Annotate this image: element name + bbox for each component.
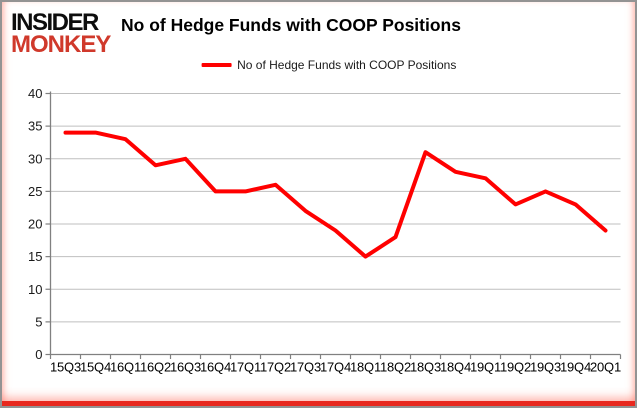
x-tick-label-16Q3: 16Q3 [170,360,201,375]
x-tick-label-15Q4: 15Q4 [80,360,111,375]
x-tick-label-20Q1: 20Q1 [590,360,621,375]
y-tick-label-25: 25 [28,184,42,199]
series-line-hedge-funds [63,130,608,259]
x-tick-label-18Q1: 18Q1 [350,360,381,375]
legend-label: No of Hedge Funds with COOP Positions [237,58,457,72]
x-tick-label-19Q3: 19Q3 [530,360,561,375]
y-tick-label-15: 15 [28,249,42,264]
x-tick-label-18Q2: 18Q2 [380,360,411,375]
x-tick-label-16Q2: 16Q2 [140,360,171,375]
x-tick-label-17Q1: 17Q1 [230,360,261,375]
y-tick-label-20: 20 [28,217,42,232]
x-tick-label-15Q3: 15Q3 [50,360,81,375]
x-tick-label-18Q4: 18Q4 [440,360,471,375]
x-tick-label-18Q3: 18Q3 [410,360,441,375]
y-tick-label-35: 35 [28,119,42,134]
y-tick-label-30: 30 [28,151,42,166]
x-tick-label-19Q4: 19Q4 [560,360,591,375]
x-tick-label-16Q4: 16Q4 [200,360,231,375]
logo-insider-text: INSIDER [11,9,99,36]
y-tick-label-5: 5 [35,314,42,329]
logo-monkey-text: MONKEY [11,31,111,59]
x-tick-label-19Q1: 19Q1 [470,360,501,375]
legend-line-swatch [201,63,232,67]
y-tick-label-0: 0 [35,347,42,362]
chart-title: No of Hedge Funds with COOP Positions [121,15,461,35]
x-tick-label-17Q4: 17Q4 [320,360,351,375]
x-tick-label-17Q3: 17Q3 [290,360,321,375]
x-tick-label-17Q2: 17Q2 [260,360,291,375]
legend: No of Hedge Funds with COOP Positions [201,58,456,72]
x-tick-label-16Q1: 16Q1 [110,360,141,375]
insider-monkey-logo: INSIDER MONKEY [11,9,111,59]
y-tick-label-40: 40 [28,86,42,101]
x-tick-label-19Q2: 19Q2 [500,360,531,375]
y-tick-label-10: 10 [28,282,42,297]
